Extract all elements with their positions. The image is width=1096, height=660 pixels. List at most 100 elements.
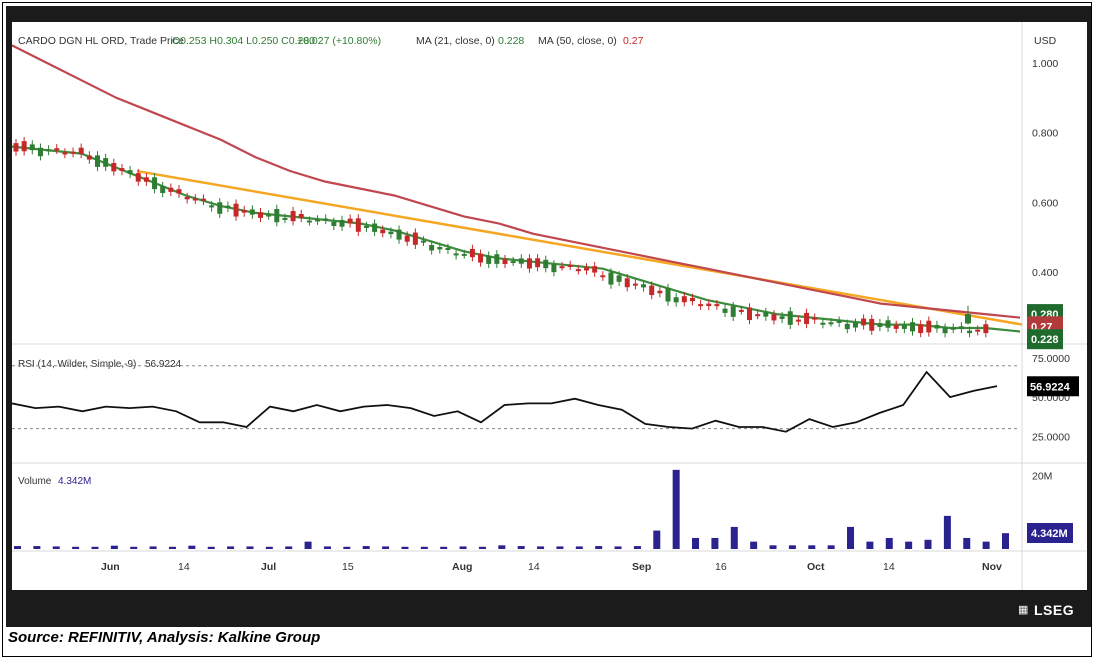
currency-label: USD [1034,35,1057,47]
candle [95,155,100,167]
candle [681,296,687,303]
candle [323,218,329,221]
candle [918,324,924,334]
candle [331,221,337,226]
x-tick-label: 16 [715,561,727,573]
ohlc-label: O0.253 H0.304 L0.250 C0.280 [172,35,315,47]
candle [119,168,125,171]
candle [608,272,614,285]
symbol-label: CARDO DGN HL ORD, Trade Price [18,35,184,47]
volume-bar [808,545,816,549]
volume-bar [730,526,738,549]
volume-bar [440,546,448,549]
price-tick-label: 1.000 [1032,58,1058,70]
volume-bar [982,541,990,549]
candle [21,141,27,152]
candle [722,308,728,313]
candle [62,152,68,155]
candle [46,149,52,152]
candle [779,316,785,319]
x-tick-label: 14 [178,561,190,573]
volume-bar [246,546,254,549]
x-tick-label: Oct [807,561,825,573]
candle [641,284,647,288]
candle [478,253,484,263]
candle [176,189,182,194]
ma21-label: MA (21, close, 0) [416,35,495,47]
volume-bar [537,546,545,549]
footer-bar [6,596,1091,626]
price-tick-label: 0.800 [1032,128,1058,140]
last-candle [965,314,971,324]
candle [355,218,361,232]
candle [926,320,932,333]
x-tick-label: Nov [982,561,1002,573]
candle [298,213,304,219]
candle [820,322,826,325]
x-tick-label: Jun [101,561,120,573]
candle [657,290,663,294]
volume-bar [575,546,583,549]
candle [160,186,166,194]
x-tick-label: 15 [342,561,354,573]
volume-bar [168,546,176,549]
candle [584,267,589,271]
candle [372,223,378,232]
candle [429,244,435,251]
candle [795,319,801,322]
ma21-price-tag-text: 0.228 [1031,334,1059,346]
rsi-tag [1027,376,1079,397]
volume-tick-label: 20M [1032,470,1052,482]
rsi-label: RSI (14, Wilder, Simple,-9) [18,359,136,370]
candle [249,209,255,215]
ma50-label: MA (50, close, 0) [538,35,617,47]
volume-bar [498,545,506,549]
candle [958,326,964,329]
candle [934,324,940,329]
candle [13,143,19,152]
candle [852,322,858,328]
candle [543,259,549,269]
candle [54,148,60,151]
candle [763,312,769,317]
candle [70,151,76,154]
volume-bar [750,541,758,549]
candle [649,285,655,296]
volume-bar [1002,533,1009,549]
ma21-value: 0.228 [498,35,524,47]
candle [730,306,736,317]
candle [689,297,695,302]
candle [755,314,761,317]
candle [396,229,402,240]
lseg-brand: LSEG [1034,602,1075,618]
volume-bar [963,537,971,549]
volume-bar [14,546,21,549]
candle [559,266,565,269]
candle [388,231,394,235]
candle [266,214,272,217]
volume-bar [188,545,196,549]
rsi-line [12,370,998,433]
candle [437,246,443,250]
volume-bar [943,515,951,549]
candle [37,147,43,157]
x-tick-label: 14 [883,561,895,573]
rsi-tick-label: 25.0000 [1032,431,1070,443]
candle [453,253,459,256]
candle [942,327,948,334]
volume-bar [33,546,41,549]
volume-bar [382,546,390,549]
candle [152,177,158,190]
candle [526,258,532,269]
candle [412,232,418,245]
candle [567,264,573,267]
volume-bar [130,546,138,549]
volume-bar [207,546,215,549]
volume-bar [459,546,467,549]
candle [518,258,524,264]
candle [950,327,956,330]
candle [86,155,92,160]
volume-bar [227,546,235,549]
